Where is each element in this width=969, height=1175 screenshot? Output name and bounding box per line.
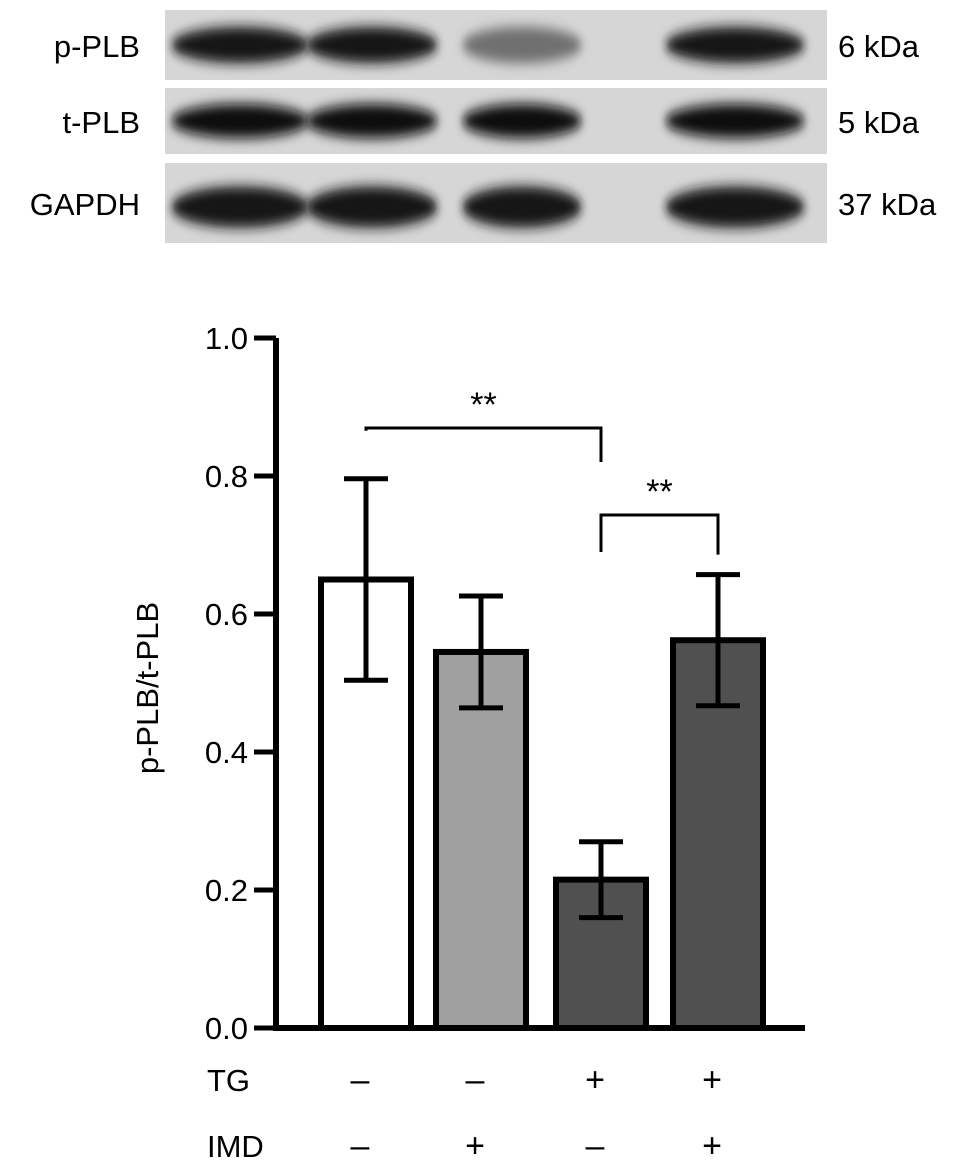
blot-band bbox=[306, 186, 438, 228]
blot-band bbox=[306, 103, 438, 139]
treatment-sign: + bbox=[702, 1061, 722, 1099]
blot-band bbox=[462, 26, 582, 64]
bar bbox=[433, 648, 529, 1031]
y-tick-label: 0.2 bbox=[205, 873, 248, 908]
treatment-sign: – bbox=[351, 1127, 370, 1165]
blot-size-label: 5 kDa bbox=[838, 105, 920, 140]
significance-label: ** bbox=[470, 386, 496, 424]
y-tick-label: 0.0 bbox=[205, 1011, 248, 1046]
treatment-sign: + bbox=[702, 1127, 722, 1165]
treatment-sign: + bbox=[585, 1061, 605, 1099]
blot-row: t-PLB 5 kDa bbox=[62, 88, 920, 154]
significance-bracket: ** bbox=[364, 386, 603, 462]
blot-row: p-PLB 6 kDa bbox=[54, 10, 920, 80]
treatment-sign: – bbox=[351, 1061, 370, 1099]
bar-chart: 0.00.20.40.60.81.0p-PLB/t-PLB****TG – – + +I… bbox=[130, 321, 805, 1165]
error-bar bbox=[579, 839, 623, 921]
treatment-label: TG bbox=[207, 1063, 250, 1098]
treatment-label: IMD bbox=[207, 1129, 264, 1164]
significance-label: ** bbox=[646, 473, 672, 511]
error-bar bbox=[459, 593, 503, 711]
blot-size-label: 6 kDa bbox=[838, 29, 920, 64]
treatment-sign: – bbox=[466, 1061, 485, 1099]
y-tick-label: 0.6 bbox=[205, 597, 248, 632]
blot-band bbox=[462, 103, 582, 139]
blot-row-label: GAPDH bbox=[30, 187, 140, 222]
y-tick-label: 1.0 bbox=[205, 321, 248, 356]
y-tick-label: 0.8 bbox=[205, 459, 248, 494]
blot-band bbox=[171, 186, 309, 228]
blot-band bbox=[171, 103, 309, 139]
y-axis-label: p-PLB/t-PLB bbox=[130, 602, 165, 774]
western-blot: p-PLB 6 kDa t-PLB 5 kDa GAPDH 37 kDa bbox=[30, 10, 937, 243]
treatment-sign: – bbox=[586, 1127, 605, 1165]
blot-row-label: p-PLB bbox=[54, 29, 140, 64]
blot-band bbox=[306, 26, 438, 64]
error-bar bbox=[344, 476, 388, 683]
blot-band bbox=[462, 186, 582, 228]
significance-bracket: ** bbox=[599, 473, 720, 555]
blot-band bbox=[665, 26, 805, 64]
blot-band bbox=[665, 103, 805, 139]
blot-band bbox=[665, 186, 805, 228]
treatment-row: TG – – + + bbox=[207, 1061, 722, 1099]
blot-row-label: t-PLB bbox=[62, 105, 140, 140]
treatment-sign: + bbox=[465, 1127, 485, 1165]
blot-size-label: 37 kDa bbox=[838, 187, 937, 222]
y-tick-label: 0.4 bbox=[205, 735, 248, 770]
error-bar bbox=[696, 572, 740, 709]
treatment-row: IMD – + – + bbox=[207, 1127, 722, 1165]
blot-band bbox=[171, 26, 309, 64]
blot-row: GAPDH 37 kDa bbox=[30, 163, 937, 243]
